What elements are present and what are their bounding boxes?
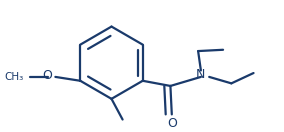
Text: O: O <box>42 69 52 82</box>
Text: CH₃: CH₃ <box>4 72 24 82</box>
Text: N: N <box>196 68 206 81</box>
Text: O: O <box>167 117 177 130</box>
